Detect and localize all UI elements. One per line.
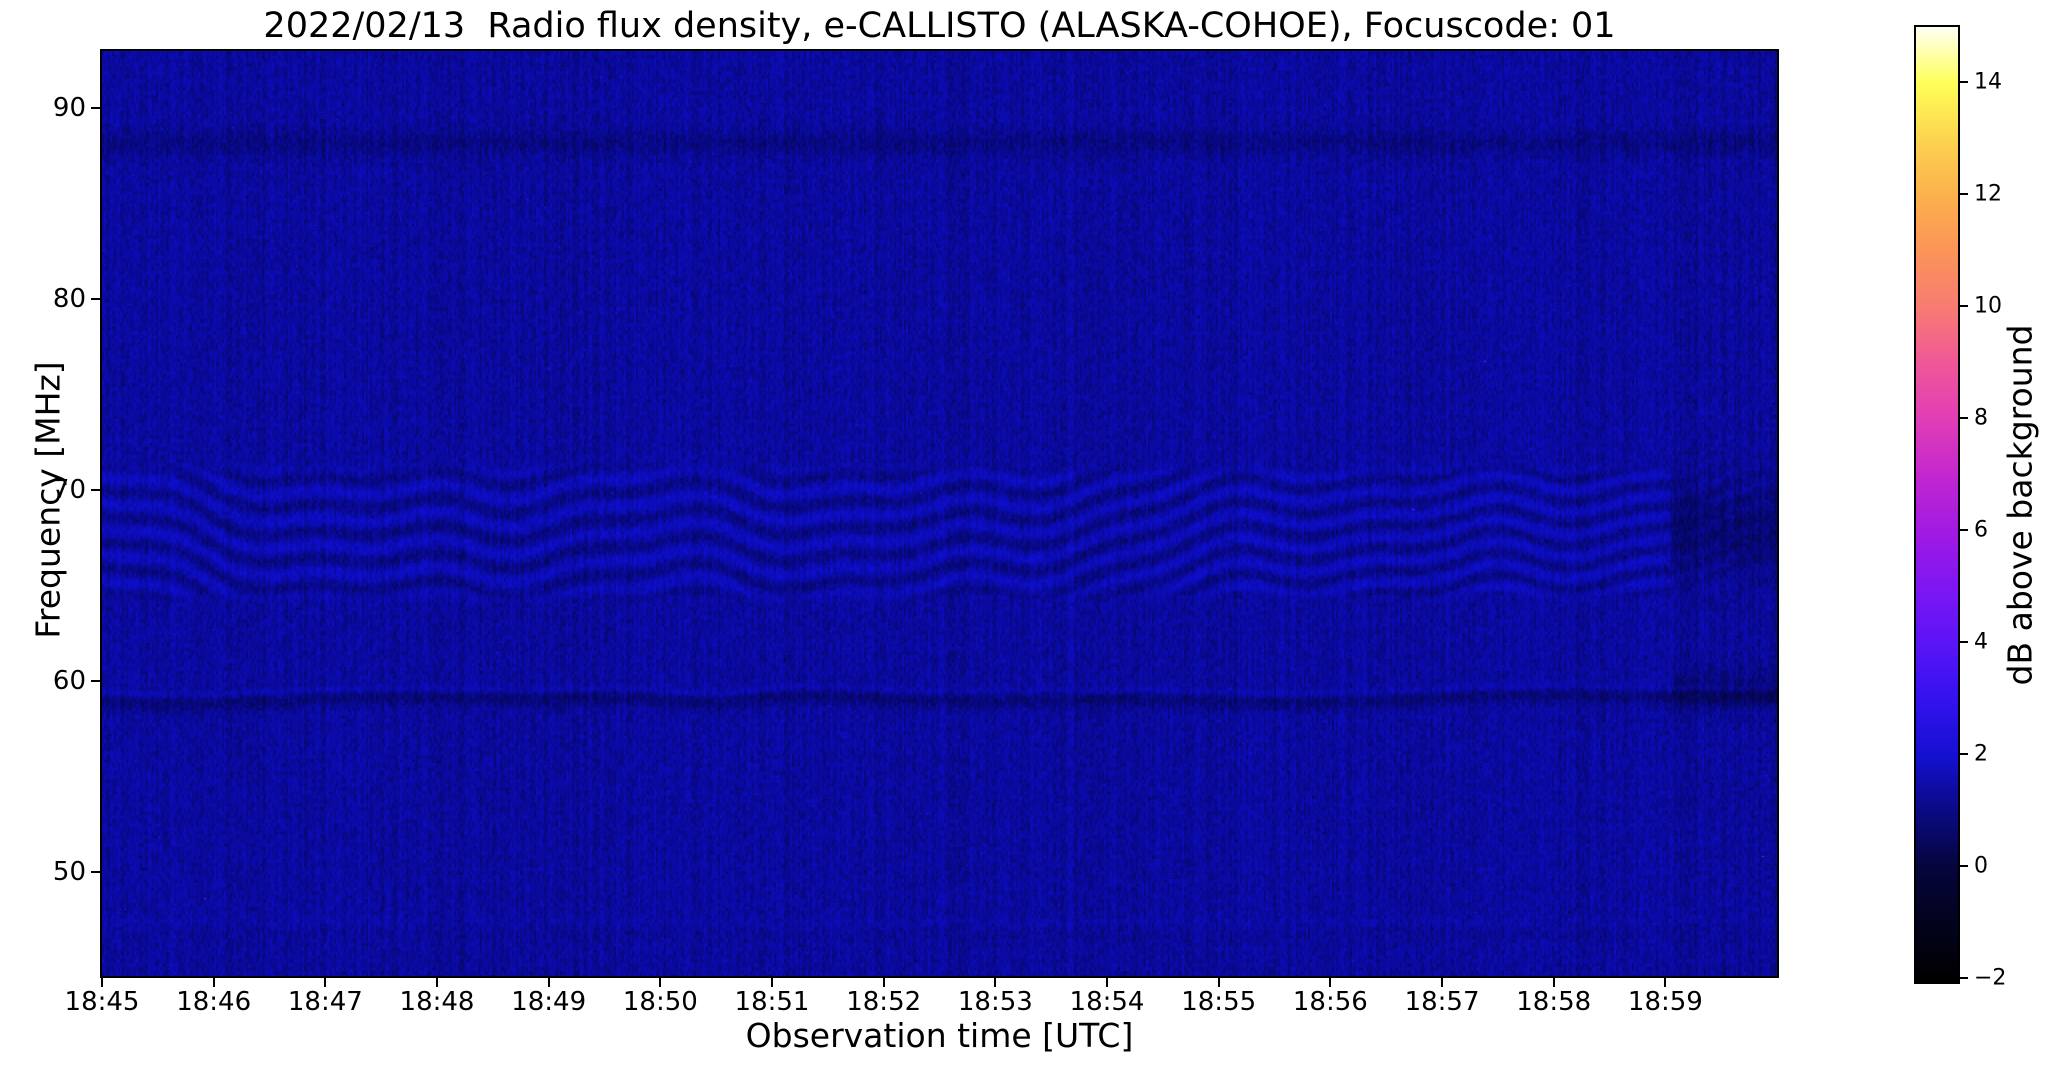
colorbar-tick-mark — [1960, 865, 1968, 867]
y-tick-label: 90 — [52, 93, 86, 124]
x-tick-label: 18:58 — [1516, 987, 1592, 1017]
x-tick-mark — [1217, 978, 1220, 987]
x-tick-mark — [436, 978, 438, 987]
x-tick-label: 18:57 — [1404, 987, 1480, 1017]
colorbar-tick-mark — [1960, 193, 1968, 195]
y-tick-mark — [91, 298, 100, 301]
x-tick-label: 18:54 — [1069, 987, 1145, 1017]
colorbar-tick-label: 0 — [1974, 853, 1988, 879]
x-tick-label: 18:49 — [511, 987, 587, 1017]
y-tick-mark — [91, 871, 100, 874]
colorbar-tick-mark — [1960, 977, 1968, 979]
x-tick-label: 18:53 — [957, 987, 1033, 1017]
colorbar-tick-label: 6 — [1974, 517, 1988, 543]
x-tick-label: 18:50 — [622, 987, 698, 1017]
x-tick-label: 18:45 — [64, 987, 140, 1017]
x-tick-mark — [659, 978, 662, 987]
colorbar-tick-label: 10 — [1974, 293, 2002, 319]
x-tick-mark — [882, 978, 885, 987]
x-tick-mark — [994, 978, 997, 987]
colorbar — [1914, 25, 1960, 984]
x-tick-mark — [1106, 978, 1109, 987]
x-axis-label: Observation time [UTC] — [745, 1016, 1134, 1055]
x-tick-label: 18:48 — [399, 987, 475, 1017]
x-tick-label: 18:46 — [176, 987, 252, 1017]
x-tick-mark — [101, 978, 103, 987]
colorbar-tick-label: 14 — [1974, 69, 2002, 95]
x-tick-mark — [771, 978, 774, 987]
y-tick-label: 70 — [52, 475, 86, 506]
colorbar-tick-label: 4 — [1974, 629, 1988, 655]
x-tick-mark — [547, 978, 550, 987]
y-tick-mark — [91, 680, 100, 683]
colorbar-tick-mark — [1960, 417, 1968, 419]
x-tick-label: 18:52 — [846, 987, 922, 1017]
x-tick-label: 18:47 — [287, 987, 363, 1017]
colorbar-label: dB above background — [2000, 324, 2040, 686]
spectrogram-canvas — [102, 51, 1777, 976]
chart-title: 2022/02/13 Radio flux density, e-CALLIST… — [263, 6, 1616, 46]
colorbar-tick-mark — [1960, 641, 1968, 643]
y-tick-label: 60 — [52, 666, 86, 697]
x-tick-mark — [1329, 978, 1332, 987]
colorbar-tick-mark — [1960, 305, 1968, 307]
colorbar-tick-label: 8 — [1974, 405, 1988, 431]
x-tick-label: 18:55 — [1181, 987, 1257, 1017]
colorbar-tick-label: 12 — [1974, 181, 2002, 207]
colorbar-tick-mark — [1960, 81, 1968, 83]
x-tick-mark — [1552, 978, 1555, 987]
y-tick-mark — [91, 107, 100, 110]
x-tick-mark — [324, 978, 327, 987]
x-tick-mark — [1664, 978, 1667, 987]
colorbar-tick-mark — [1960, 753, 1968, 755]
x-tick-label: 18:51 — [734, 987, 810, 1017]
y-tick-label: 50 — [52, 857, 86, 888]
plot-area — [100, 49, 1779, 978]
colorbar-tick-label: −2 — [1974, 965, 2007, 991]
y-tick-label: 80 — [52, 284, 86, 315]
x-tick-mark — [1441, 978, 1444, 987]
colorbar-tick-mark — [1960, 529, 1968, 531]
x-tick-label: 18:59 — [1627, 987, 1703, 1017]
x-tick-mark — [212, 978, 215, 987]
x-tick-label: 18:56 — [1292, 987, 1368, 1017]
y-tick-mark — [91, 489, 100, 492]
colorbar-tick-label: 2 — [1974, 741, 1988, 767]
